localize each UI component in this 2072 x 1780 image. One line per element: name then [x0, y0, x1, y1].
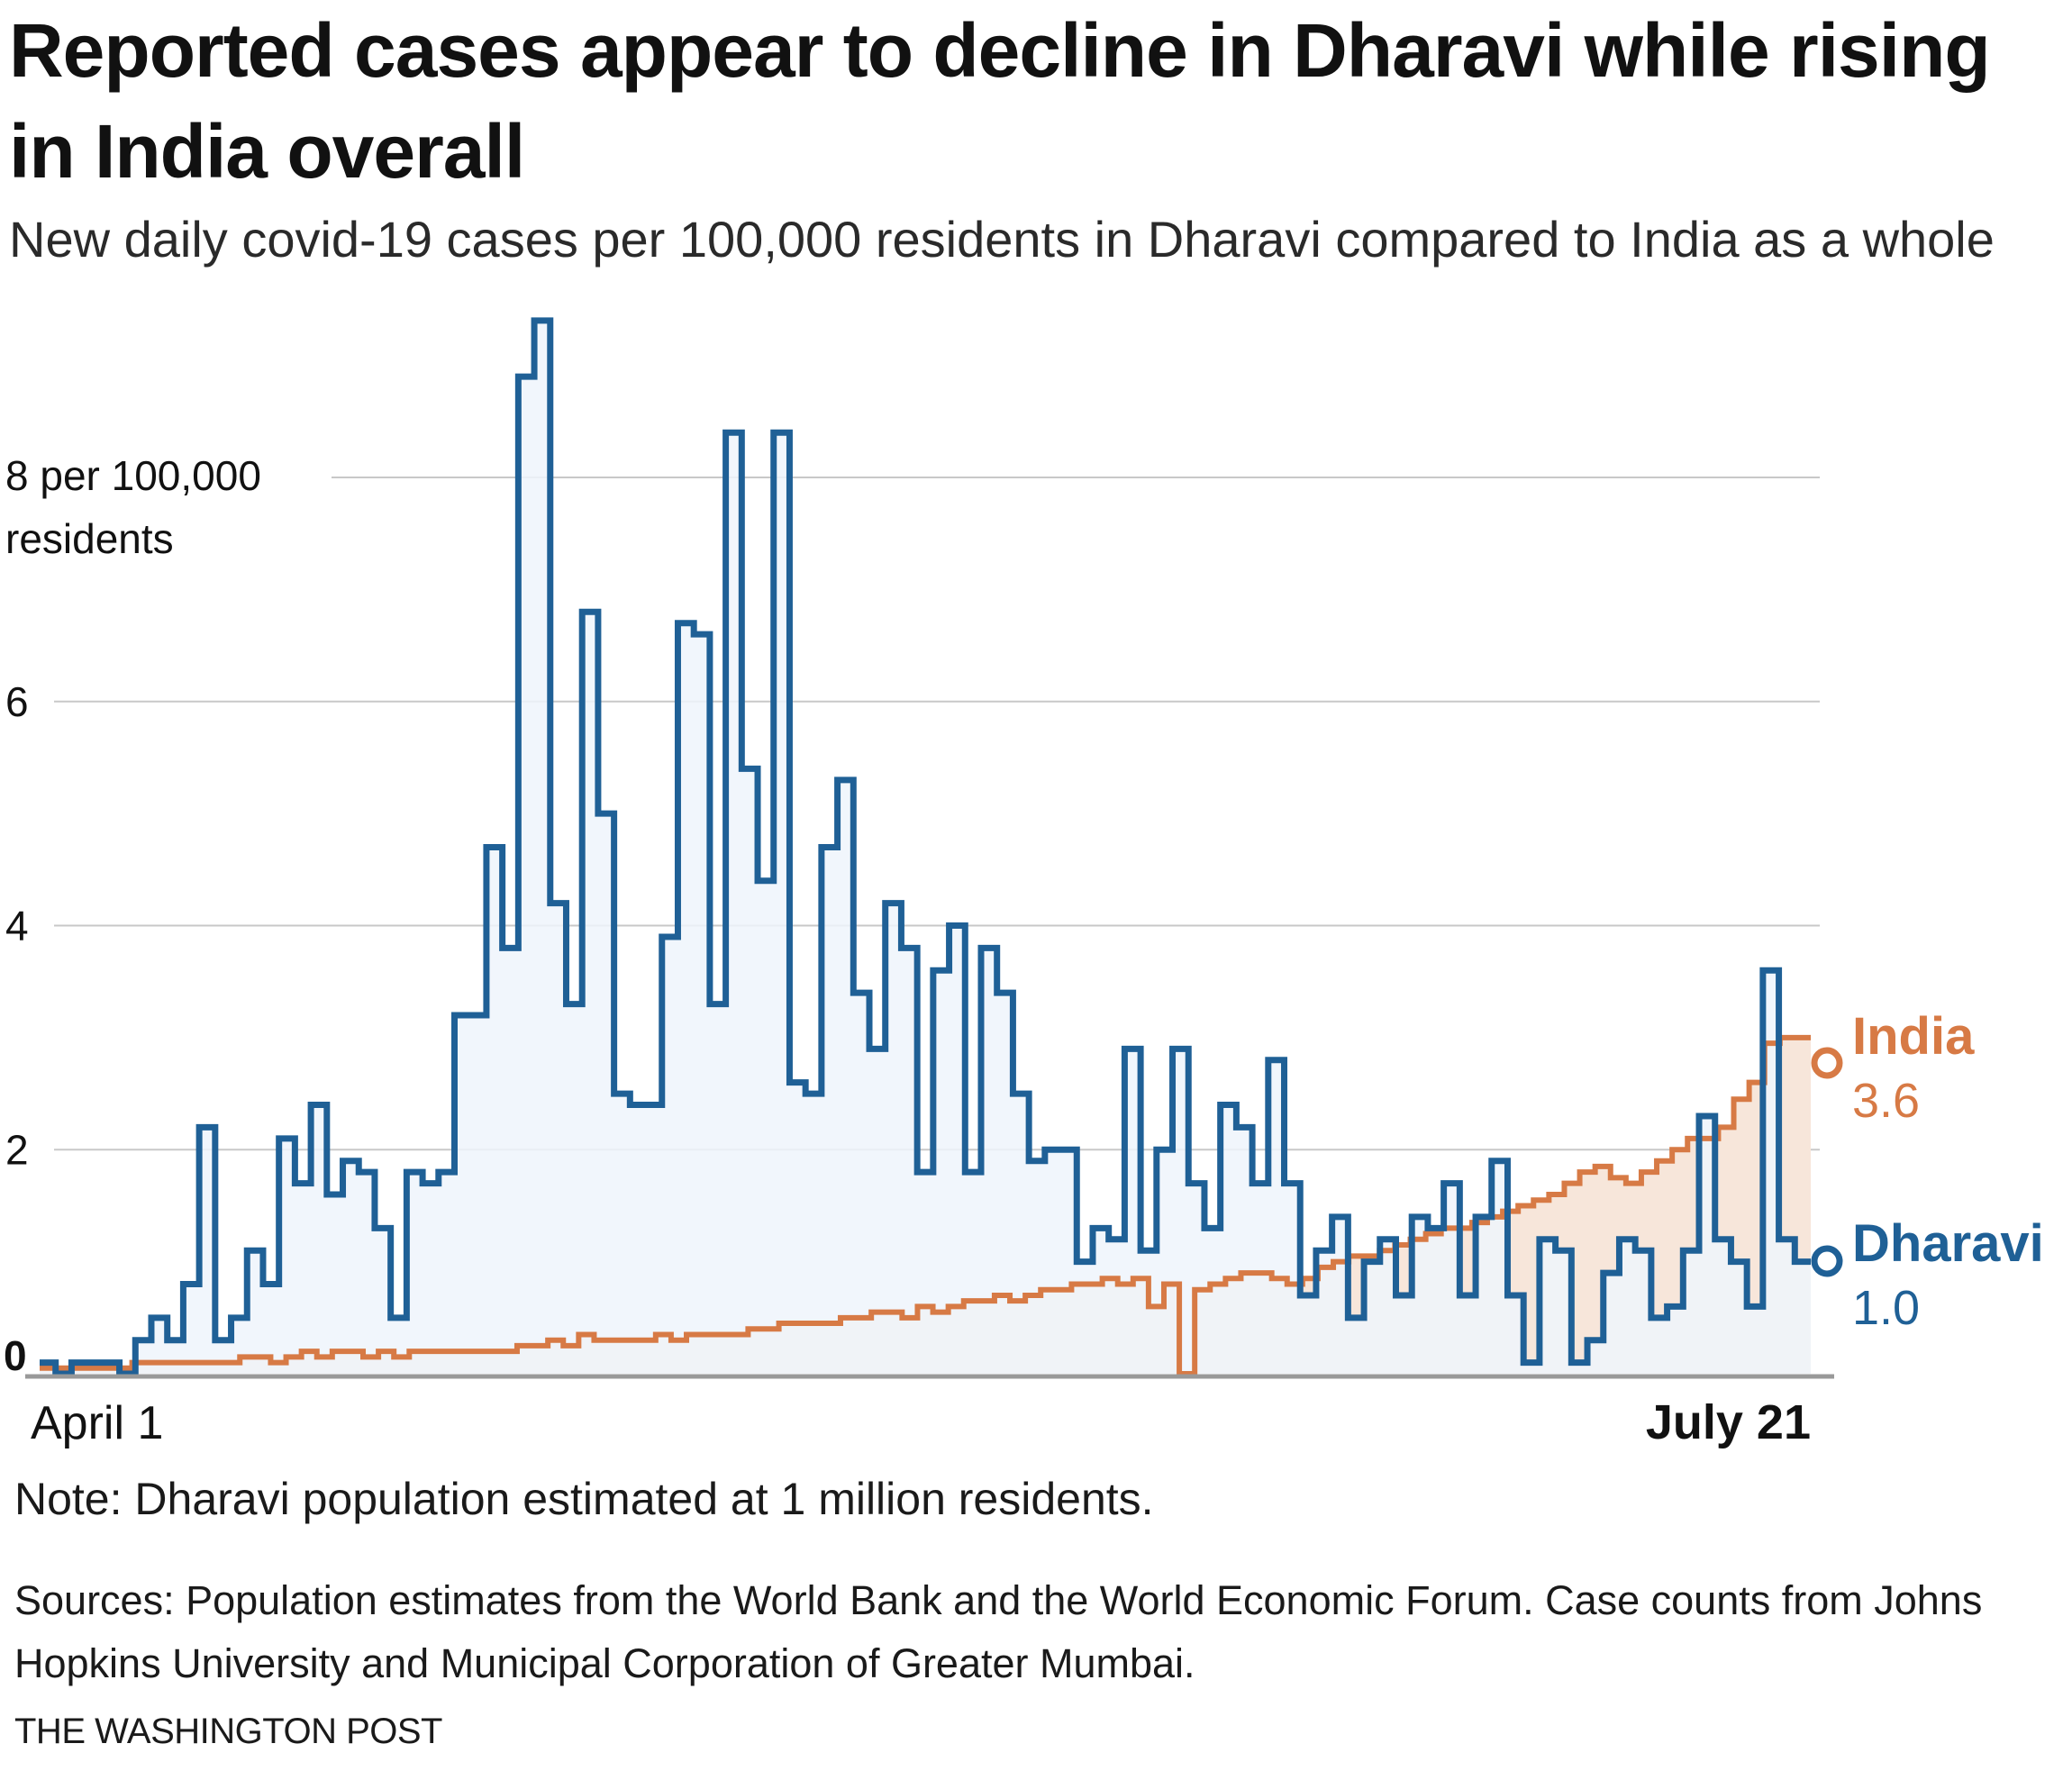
chart-sources: Sources: Population estimates from the W…	[14, 1577, 1983, 1686]
dharavi-series-label: Dharavi	[1852, 1214, 2044, 1273]
gridlines	[54, 477, 1820, 1151]
chart-subtitle: New daily covid-19 cases per 100,000 res…	[9, 211, 1995, 268]
labels: 0 2 4 6 8 per 100,000 residents India 3.6 Dharav…	[4, 452, 2044, 1379]
credit-label: THE WASHINGTON POST	[14, 1712, 442, 1751]
chart-title: Reported cases appear to decline in Dhar…	[9, 8, 1991, 194]
india-series-label: India	[1852, 1007, 1975, 1066]
dharavi-end-marker	[1811, 1245, 1843, 1277]
india-last-value: 3.6	[1852, 1074, 1920, 1128]
y-tick-label: 6	[5, 678, 29, 725]
india-end-marker	[1811, 1047, 1843, 1079]
dharavi-series	[40, 317, 1811, 1377]
y-tick-label-unit: residents	[5, 515, 174, 562]
y-tick-label: 2	[5, 1126, 29, 1173]
y-tick-label: 8 per 100,000	[5, 452, 261, 499]
x-tick-label-start: April 1	[31, 1397, 163, 1449]
dharavi-line	[40, 317, 1811, 1377]
y-tick-label: 0	[4, 1332, 27, 1379]
chart-note: Note: Dharavi population estimated at 1 …	[14, 1474, 1154, 1524]
chart: April 1 July 21 0 2 4 6 8 per 100,000 resident…	[4, 317, 2044, 1449]
x-axis: April 1 July 21	[25, 1374, 1834, 1449]
x-tick-label-end: July 21	[1646, 1395, 1811, 1449]
dharavi-area	[40, 320, 1811, 1374]
y-tick-label: 4	[5, 903, 29, 949]
india-line	[40, 1034, 1811, 1376]
dharavi-last-value: 1.0	[1852, 1281, 1920, 1335]
